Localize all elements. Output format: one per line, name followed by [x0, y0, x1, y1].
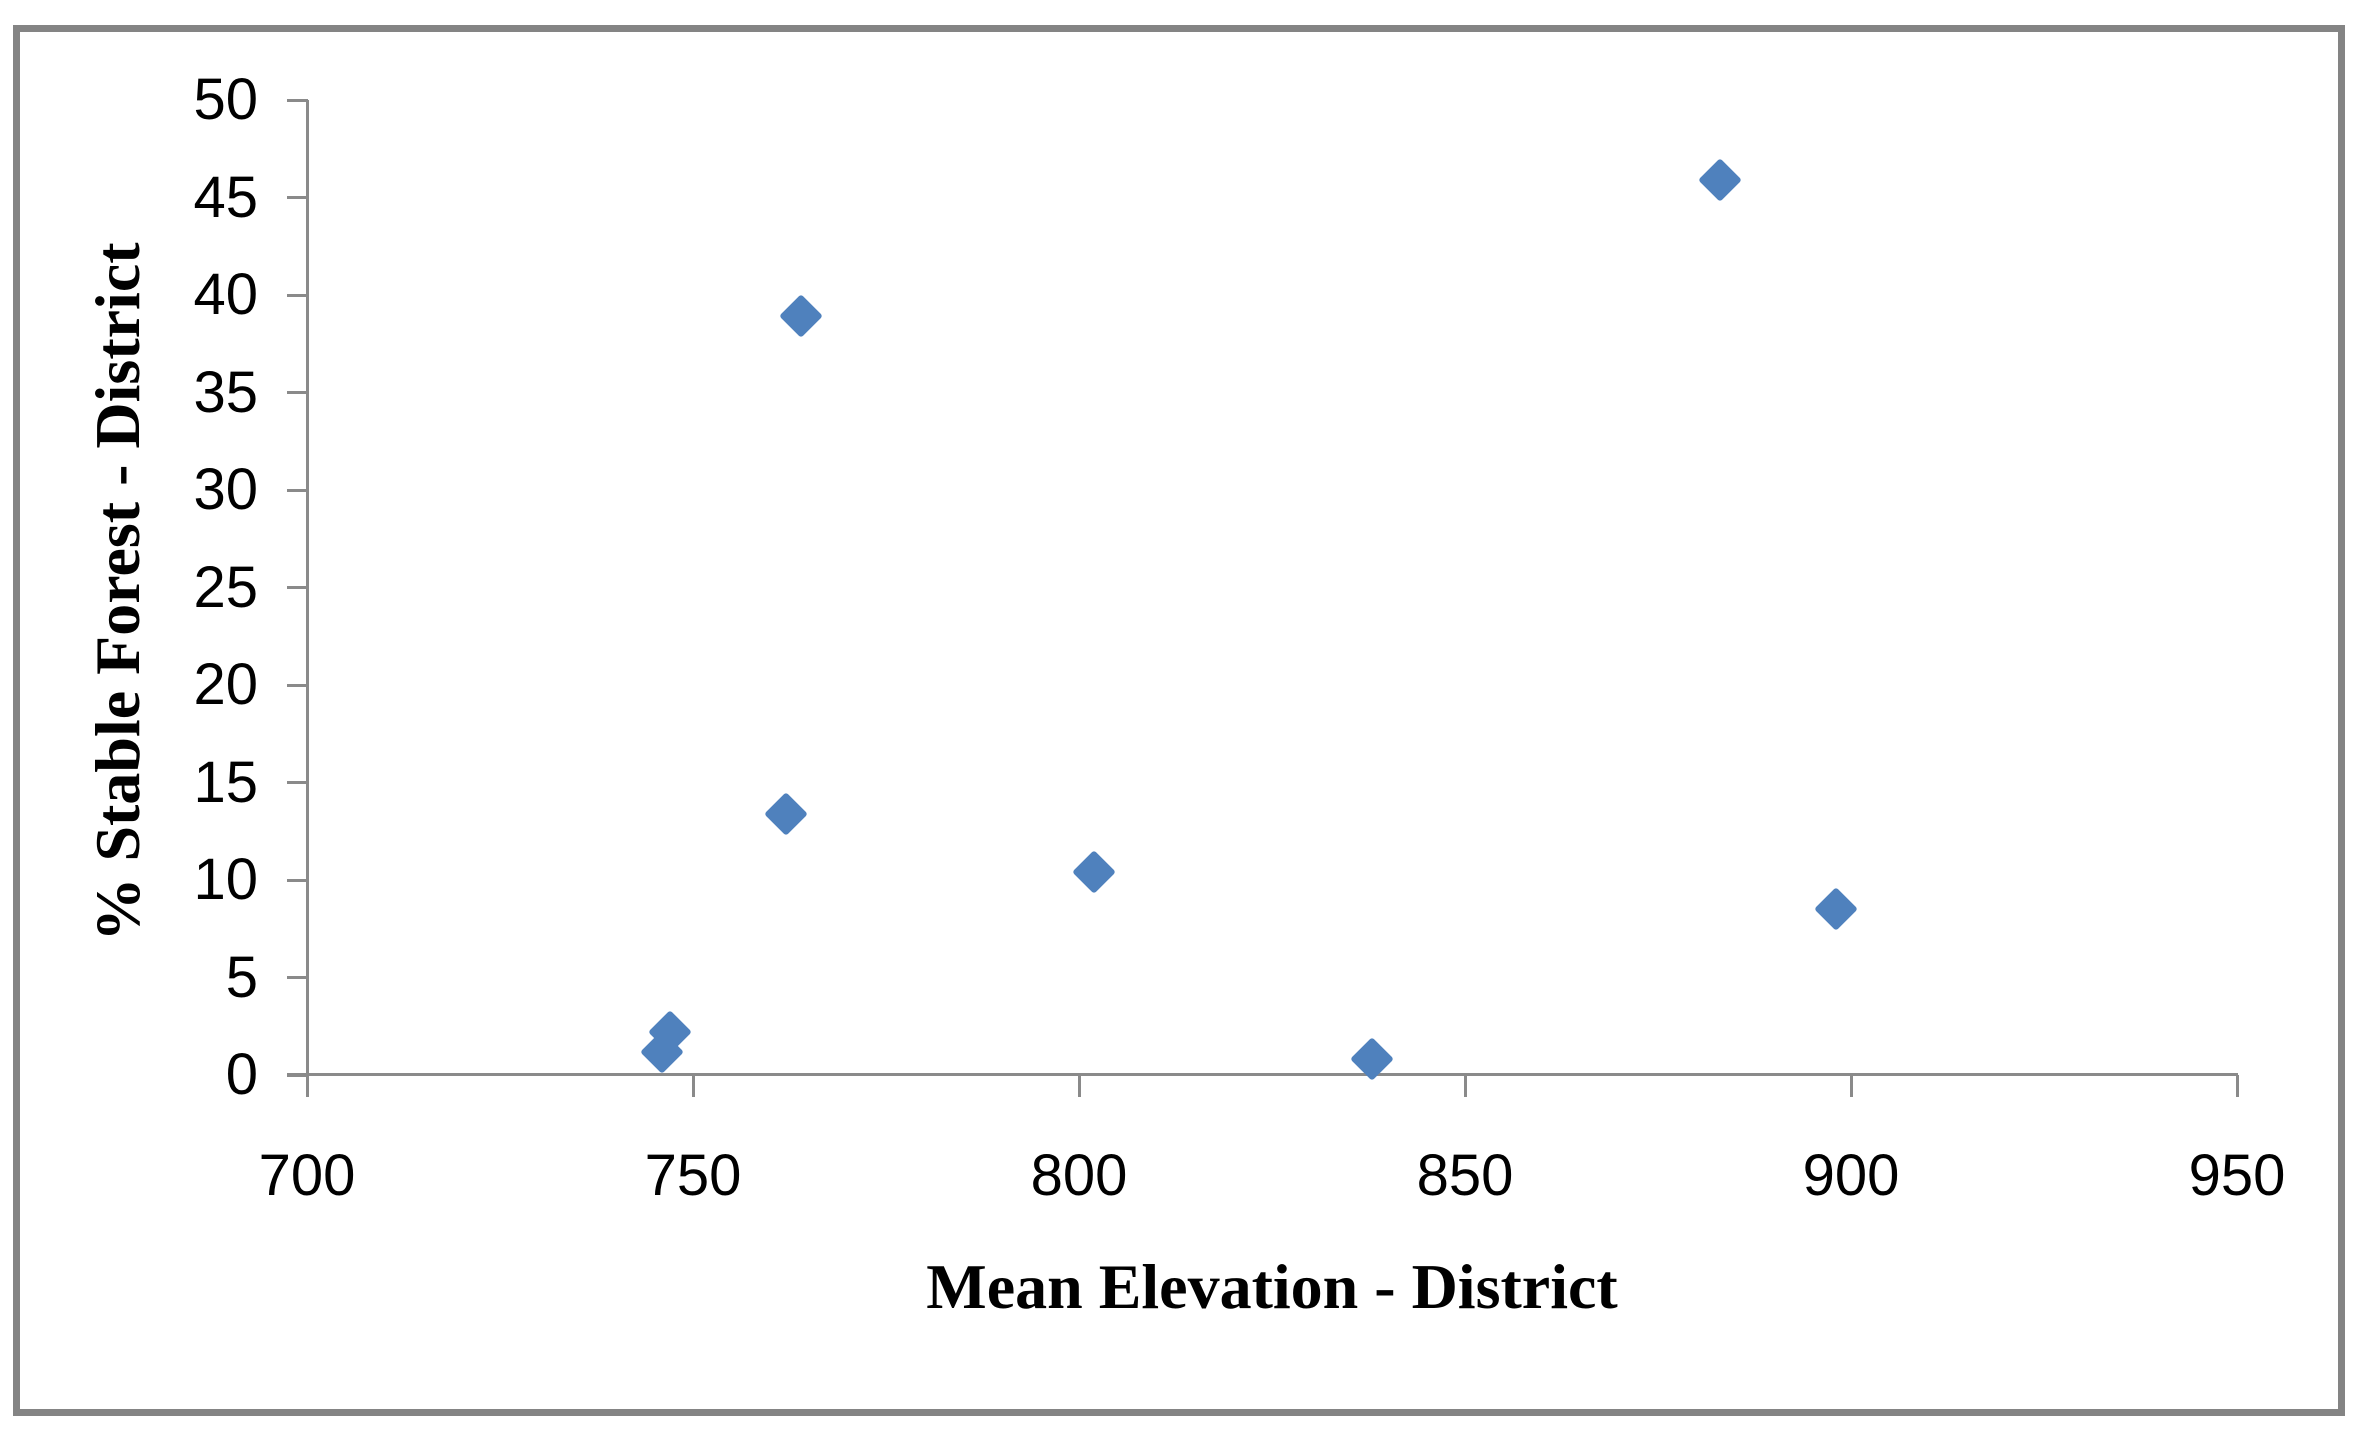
y-tick-mark	[287, 488, 308, 492]
y-tick-label: 10	[193, 847, 258, 912]
y-tick-label: 30	[193, 457, 258, 522]
y-tick-label: 15	[193, 749, 258, 815]
y-tick-mark	[287, 683, 308, 687]
y-tick-label: 40	[193, 262, 258, 327]
x-tick-label: 950	[2188, 1143, 2286, 1208]
y-tick-label: 5	[225, 944, 258, 1010]
x-tick-mark	[1849, 1075, 1853, 1097]
x-tick-mark	[1463, 1075, 1467, 1097]
y-tick-mark	[287, 976, 308, 979]
y-tick-mark	[287, 391, 308, 394]
y-tick-label: 45	[193, 164, 258, 230]
y-axis-line	[306, 100, 309, 1097]
y-tick-mark	[287, 1073, 308, 1077]
y-axis-title: % Stable Forest - District	[82, 242, 153, 942]
y-tick-label: 25	[193, 554, 258, 620]
y-tick-mark	[287, 196, 308, 199]
y-tick-mark	[287, 586, 308, 589]
y-tick-label: 0	[225, 1042, 258, 1107]
y-tick-mark	[287, 293, 308, 297]
x-tick-label: 700	[258, 1143, 356, 1208]
x-tick-label: 900	[1802, 1143, 1900, 1208]
y-tick-mark	[287, 98, 308, 102]
x-axis-line	[287, 1073, 2238, 1076]
y-tick-label: 50	[193, 67, 258, 132]
x-tick-label: 750	[644, 1143, 742, 1208]
x-tick-mark	[1077, 1075, 1081, 1097]
y-tick-label: 35	[193, 359, 258, 425]
x-axis-title: Mean Elevation - District	[926, 1251, 1618, 1322]
x-tick-label: 850	[1416, 1143, 1514, 1208]
x-tick-label: 800	[1030, 1143, 1128, 1208]
y-tick-mark	[287, 781, 308, 784]
x-tick-mark	[691, 1075, 695, 1097]
figure-border	[13, 25, 2345, 1416]
y-tick-mark	[287, 878, 308, 882]
y-tick-label: 20	[193, 652, 258, 717]
x-tick-mark	[2235, 1075, 2239, 1097]
